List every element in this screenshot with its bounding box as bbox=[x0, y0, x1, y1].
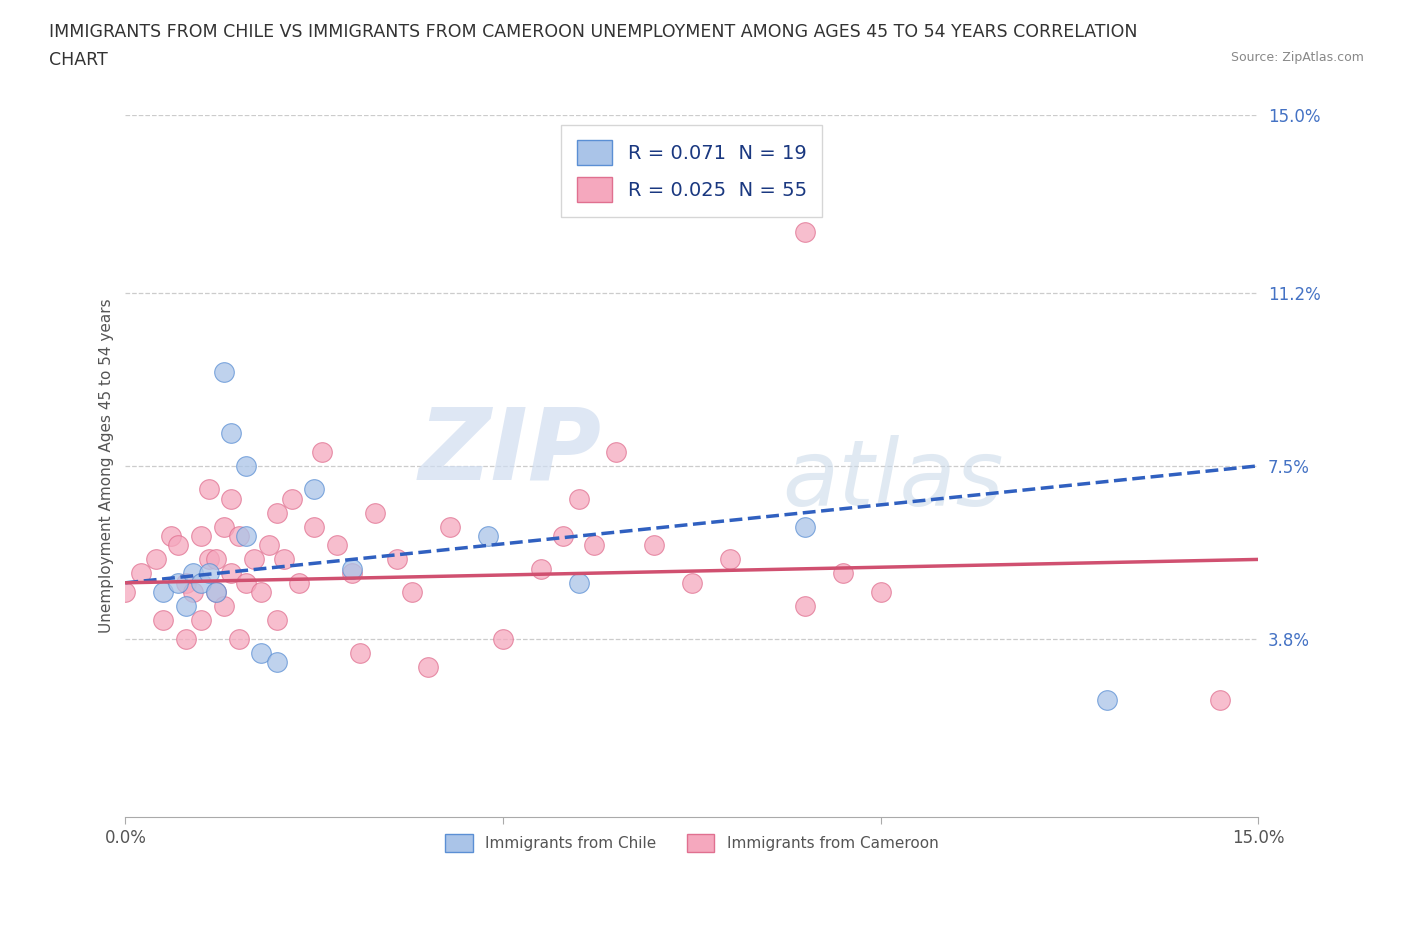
Point bbox=[174, 576, 197, 591]
Point bbox=[205, 552, 228, 567]
Point bbox=[243, 552, 266, 567]
Point bbox=[152, 613, 174, 628]
Point bbox=[831, 566, 853, 581]
Point bbox=[266, 655, 288, 670]
Point bbox=[304, 482, 326, 497]
Point bbox=[167, 538, 190, 552]
Point bbox=[568, 491, 591, 506]
Point bbox=[311, 445, 333, 459]
Point bbox=[718, 552, 741, 567]
Legend: Immigrants from Chile, Immigrants from Cameroon: Immigrants from Chile, Immigrants from C… bbox=[439, 829, 945, 858]
Point bbox=[205, 585, 228, 600]
Point bbox=[266, 613, 288, 628]
Point bbox=[553, 528, 575, 543]
Point bbox=[183, 585, 205, 600]
Point bbox=[1095, 692, 1118, 707]
Point bbox=[250, 585, 273, 600]
Point bbox=[288, 576, 311, 591]
Point bbox=[159, 528, 181, 543]
Point bbox=[197, 566, 219, 581]
Text: atlas: atlas bbox=[783, 435, 1004, 525]
Point bbox=[304, 519, 326, 534]
Point bbox=[152, 585, 174, 600]
Point bbox=[183, 566, 205, 581]
Point bbox=[219, 566, 242, 581]
Point bbox=[197, 482, 219, 497]
Point bbox=[190, 528, 212, 543]
Point bbox=[174, 631, 197, 646]
Point bbox=[219, 426, 242, 441]
Point bbox=[129, 566, 152, 581]
Point bbox=[114, 585, 136, 600]
Point bbox=[250, 645, 273, 660]
Point bbox=[794, 519, 817, 534]
Y-axis label: Unemployment Among Ages 45 to 54 years: Unemployment Among Ages 45 to 54 years bbox=[100, 299, 114, 633]
Point bbox=[257, 538, 280, 552]
Point bbox=[401, 585, 423, 600]
Point bbox=[212, 519, 235, 534]
Point bbox=[167, 576, 190, 591]
Point bbox=[363, 505, 385, 520]
Point bbox=[190, 613, 212, 628]
Point bbox=[530, 562, 553, 577]
Point bbox=[643, 538, 665, 552]
Point bbox=[349, 645, 371, 660]
Point bbox=[387, 552, 409, 567]
Point bbox=[477, 528, 499, 543]
Point bbox=[582, 538, 605, 552]
Point bbox=[439, 519, 461, 534]
Point bbox=[190, 576, 212, 591]
Point bbox=[266, 505, 288, 520]
Point bbox=[212, 599, 235, 614]
Point bbox=[235, 458, 257, 473]
Point bbox=[273, 552, 295, 567]
Point bbox=[228, 528, 250, 543]
Text: IMMIGRANTS FROM CHILE VS IMMIGRANTS FROM CAMEROON UNEMPLOYMENT AMONG AGES 45 TO : IMMIGRANTS FROM CHILE VS IMMIGRANTS FROM… bbox=[49, 23, 1137, 41]
Point bbox=[197, 552, 219, 567]
Point bbox=[340, 562, 363, 577]
Point bbox=[235, 528, 257, 543]
Point bbox=[280, 491, 302, 506]
Point bbox=[326, 538, 349, 552]
Point bbox=[1209, 692, 1232, 707]
Point bbox=[681, 576, 703, 591]
Point bbox=[212, 365, 235, 379]
Point bbox=[568, 576, 591, 591]
Text: CHART: CHART bbox=[49, 51, 108, 69]
Point bbox=[205, 585, 228, 600]
Point bbox=[605, 445, 627, 459]
Point bbox=[492, 631, 515, 646]
Point bbox=[219, 491, 242, 506]
Point bbox=[228, 631, 250, 646]
Point bbox=[340, 566, 363, 581]
Point bbox=[794, 224, 817, 239]
Point bbox=[145, 552, 167, 567]
Point bbox=[869, 585, 891, 600]
Point bbox=[794, 599, 817, 614]
Point bbox=[174, 599, 197, 614]
Point bbox=[416, 659, 439, 674]
Text: ZIP: ZIP bbox=[418, 404, 602, 500]
Point bbox=[235, 576, 257, 591]
Text: Source: ZipAtlas.com: Source: ZipAtlas.com bbox=[1230, 51, 1364, 64]
